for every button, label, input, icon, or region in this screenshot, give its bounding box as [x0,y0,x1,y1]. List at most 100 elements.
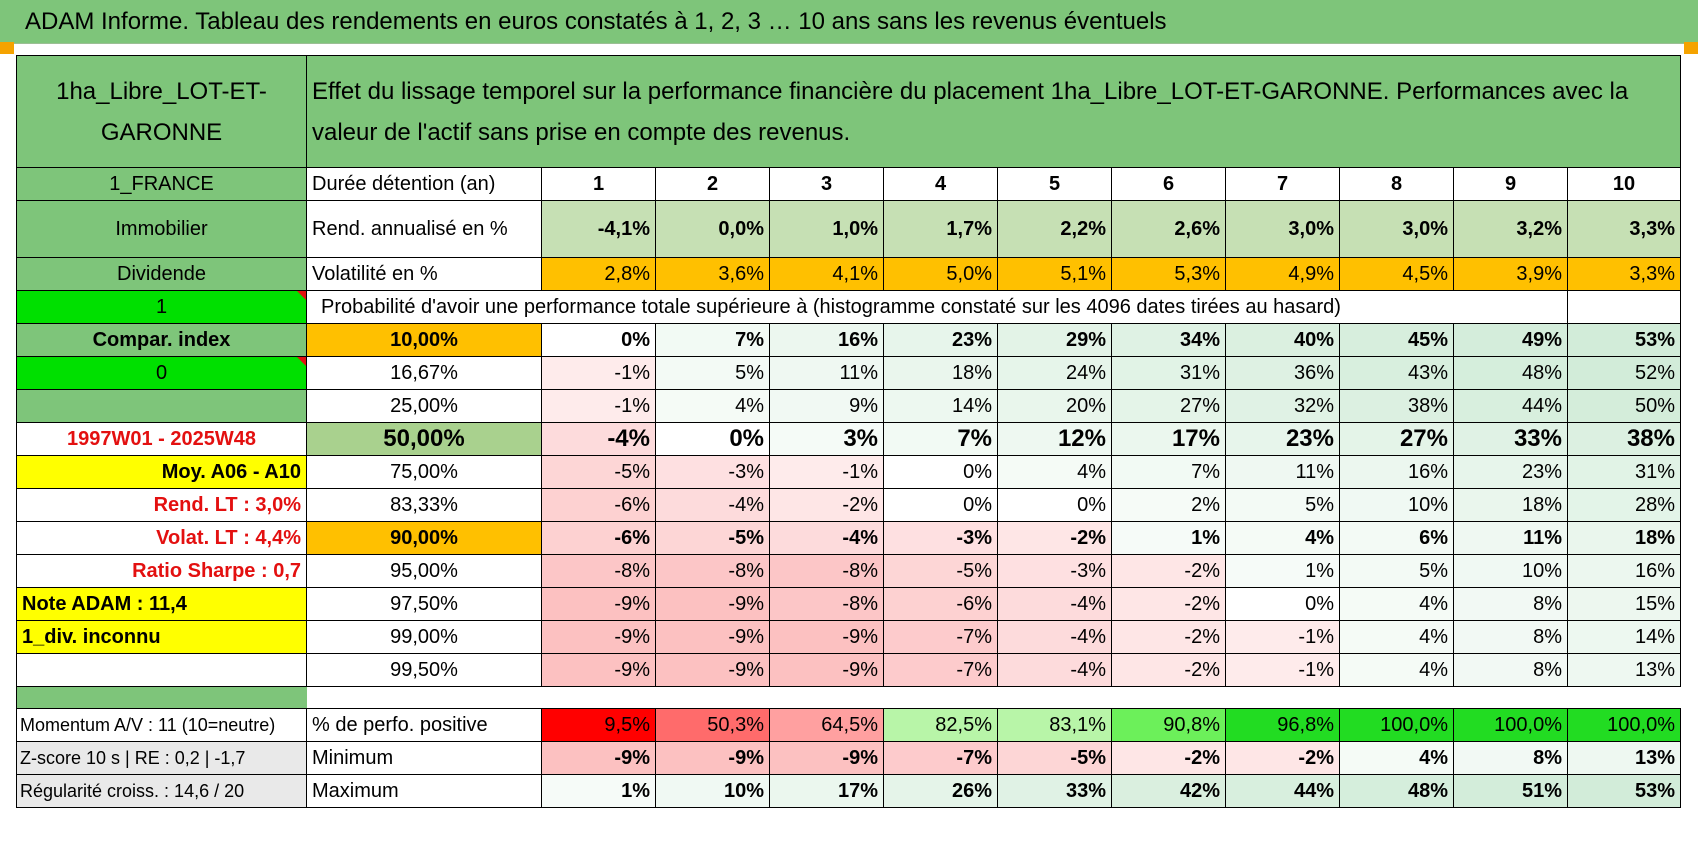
min-value: -9% [769,741,884,775]
proba-value: -9% [655,587,770,621]
proba-value: -9% [541,587,656,621]
proba-value: -9% [541,620,656,654]
proba-value: 50% [1567,389,1681,423]
proba-value: 17% [1111,422,1226,456]
proba-value: 38% [1339,389,1454,423]
proba-value: -4% [997,587,1112,621]
type-cell: Dividende [16,257,307,291]
threshold-cell: 90,00% [306,521,542,555]
proba-value: 9% [769,389,884,423]
min-value: 4% [1339,741,1454,775]
pos-value: 100,0% [1453,708,1568,742]
proba-value: 0% [541,323,656,357]
proba-value: -8% [655,554,770,588]
year-header-2: 2 [655,167,770,201]
proba-value: 8% [1453,620,1568,654]
proba-value: 7% [1111,455,1226,489]
proba-value: -9% [541,653,656,687]
proba-value: 14% [1567,620,1681,654]
proba-value: 4% [1339,653,1454,687]
proba-value: 3% [769,422,884,456]
max-label: Maximum [306,774,542,808]
vol-label: Volatilité en % [306,257,542,291]
proba-value: 38% [1567,422,1681,456]
corner-marker-right [1684,42,1698,54]
proba-value: -1% [1225,653,1340,687]
year-header-6: 6 [1111,167,1226,201]
min-value: -9% [541,741,656,775]
pos-label: % de perfo. positive [306,708,542,742]
proba-value: -2% [1111,620,1226,654]
proba-value: 5% [655,356,770,390]
max-value: 33% [997,774,1112,808]
threshold-cell: 10,00% [306,323,542,357]
proba-row: Rend. LT : 3,0% 83,33% -6% -4% -2% 0% 0% 2% 5% 10… [16,488,1681,522]
proba-row: Note ADAM : 11,4 97,50% -9% -9% -8% -6% -4% -2%… [16,587,1681,621]
proba-value: 36% [1225,356,1340,390]
threshold-cell: 16,67% [306,356,542,390]
proba-value: 0% [883,455,998,489]
proba-value: 4% [1225,521,1340,555]
proba-value: 11% [1453,521,1568,555]
proba-value: 6% [1339,521,1454,555]
proba-row: 0 16,67% -1% 5% 11% 18% 24% 31% 36% 43% 48% 52% [16,356,1681,390]
flag-cell-2[interactable]: 0 [16,356,307,390]
proba-value: -7% [883,620,998,654]
min-value: -2% [1111,741,1226,775]
spacer-cell [306,686,1681,709]
proba-value: 23% [1225,422,1340,456]
proba-value: 28% [1567,488,1681,522]
proba-value: 27% [1339,422,1454,456]
compar-index-cell: Compar. index [16,323,307,357]
pos-value: 83,1% [997,708,1112,742]
proba-value: -4% [997,653,1112,687]
proba-value: 44% [1453,389,1568,423]
vol-value: 3,6% [655,257,770,291]
max-value: 10% [655,774,770,808]
duree-label: Durée détention (an) [306,167,542,201]
threshold-cell: 99,00% [306,620,542,654]
proba-value: -2% [997,521,1112,555]
proba-value: 5% [1225,488,1340,522]
threshold-cell: 83,33% [306,488,542,522]
proba-value: -6% [541,488,656,522]
proba-value: 12% [997,422,1112,456]
proba-value: 33% [1453,422,1568,456]
proba-row: Moy. A06 - A10 75,00% -5% -3% -1% 0% 4% 7% 11% 16… [16,455,1681,489]
pos-value: 9,5% [541,708,656,742]
sharpe-cell: Ratio Sharpe : 0,7 [16,554,307,588]
proba-row: Volat. LT : 4,4% 90,00% -6% -5% -4% -3% -2% 1% 4… [16,521,1681,555]
threshold-cell: 97,50% [306,587,542,621]
proba-value: 0% [1225,587,1340,621]
proba-value: -3% [883,521,998,555]
max-value: 44% [1225,774,1340,808]
rend-value: 3,2% [1453,200,1568,258]
proba-value: -2% [1111,653,1226,687]
vol-value: 5,1% [997,257,1112,291]
rend-value: 3,0% [1339,200,1454,258]
proba-value: 29% [997,323,1112,357]
rend-value: 3,3% [1567,200,1681,258]
rend-value: -4,1% [541,200,656,258]
proba-value: 45% [1339,323,1454,357]
proba-row: 1_div. inconnu 99,00% -9% -9% -9% -7% -4% -2% -1… [16,620,1681,654]
rend-value: 2,6% [1111,200,1226,258]
proba-value: -5% [655,521,770,555]
proba-value: -9% [655,620,770,654]
proba-value: -8% [541,554,656,588]
proba-value: 0% [997,488,1112,522]
year-header-5: 5 [997,167,1112,201]
flag-cell-1[interactable]: 1 [16,290,307,324]
category-cell: Immobilier [16,200,307,258]
proba-value: 4% [655,389,770,423]
pos-value: 64,5% [769,708,884,742]
max-value: 53% [1567,774,1681,808]
rend-value: 0,0% [655,200,770,258]
proba-value: 13% [1567,653,1681,687]
rend-label: Rend. annualisé en % [306,200,542,258]
empty-cell [1567,290,1681,324]
proba-value: -9% [769,653,884,687]
proba-value: 18% [883,356,998,390]
year-header-9: 9 [1453,167,1568,201]
proba-value: -1% [541,356,656,390]
